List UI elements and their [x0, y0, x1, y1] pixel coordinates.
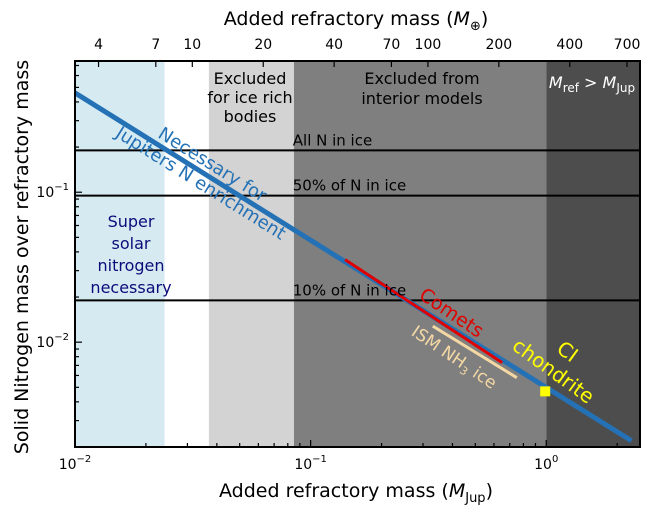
series-line-1 — [344, 258, 503, 364]
region-label-2: Excluded from interior models — [361, 69, 482, 108]
x-axis-label: Added refractory mass (MJup) — [219, 480, 493, 506]
y-tick-label-1: 10−1 — [36, 182, 69, 201]
top-tick-label-1: 7 — [151, 37, 160, 53]
top-tick-label-0: 4 — [94, 37, 103, 53]
region-label-1: Excluded for ice rich bodies — [207, 69, 292, 126]
top-tick-label-9: 700 — [614, 37, 641, 53]
series-layer — [73, 90, 633, 443]
top-tick-label-7: 200 — [485, 37, 512, 53]
series-line-2 — [432, 324, 518, 379]
x-tick-label-2: 100 — [534, 454, 558, 473]
region-label-3: Mref > MJup — [549, 73, 635, 95]
y-tick-label-0: 10−2 — [36, 332, 69, 351]
regions-layer — [75, 61, 640, 447]
top-axis-label: Added refractory mass (M⊕) — [224, 8, 489, 34]
top-tick-label-2: 10 — [183, 37, 201, 53]
region-band-3 — [546, 61, 640, 447]
region-band-0 — [75, 61, 165, 447]
top-tick-label-5: 70 — [383, 37, 401, 53]
x-tick-label-1: 10−1 — [294, 454, 327, 473]
hline-label-2: 10% of N in ice — [293, 281, 406, 299]
hline-label-0: All N in ice — [293, 131, 372, 149]
hline-label-1: 50% of N in ice — [293, 177, 406, 195]
point-marker-0 — [540, 386, 551, 397]
y-axis-label: Solid Nitrogen mass over refractory mass — [11, 60, 33, 454]
ticks-layer: 10−2 10−1 100 10−2 10−1 4 7 10 20 40 70 100 200 400 70… — [36, 37, 640, 473]
top-tick-label-3: 20 — [254, 37, 272, 53]
plot-frame — [74, 60, 641, 448]
region-label-0: Super solar nitrogen necessary — [90, 212, 171, 297]
x-tick-label-0: 10−2 — [59, 454, 92, 473]
top-tick-label-6: 100 — [415, 37, 442, 53]
region-band-1 — [208, 61, 294, 447]
top-tick-label-8: 400 — [556, 37, 583, 53]
top-tick-label-4: 40 — [325, 37, 343, 53]
